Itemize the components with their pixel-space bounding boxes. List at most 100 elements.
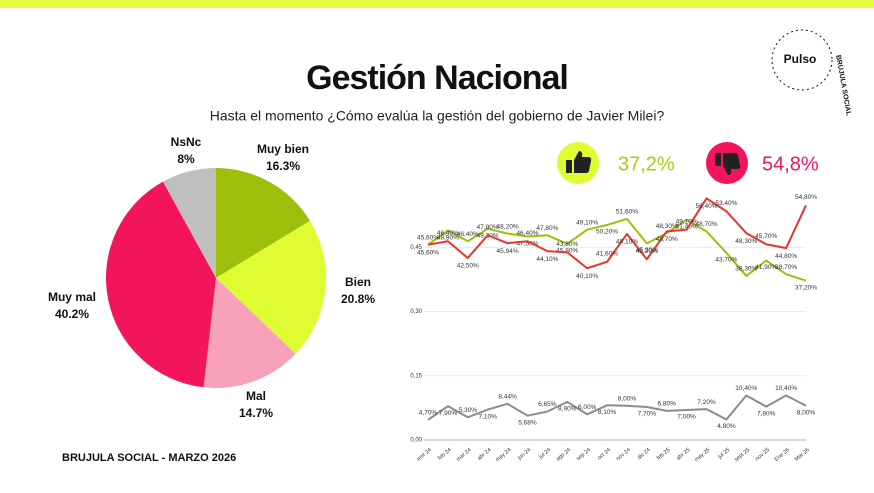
x-tick-label: Mar 26 bbox=[794, 447, 811, 463]
data-label: 48,30% bbox=[735, 238, 757, 245]
footer: BRUJULA SOCIAL - MARZO 2026 bbox=[62, 452, 236, 464]
pie-label: NsNc bbox=[171, 135, 202, 149]
pie-label: Bien bbox=[345, 275, 371, 289]
data-label: 8,10% bbox=[598, 409, 617, 416]
data-label: 10,40% bbox=[735, 385, 757, 392]
data-label: 45,80% bbox=[556, 248, 578, 255]
x-tick-label: sept 25 bbox=[733, 447, 751, 463]
x-tick-label: feb 25 bbox=[656, 447, 672, 461]
data-label: 47,50% bbox=[516, 240, 538, 247]
data-label: 43,70% bbox=[715, 257, 737, 264]
data-label: 4,70% bbox=[419, 410, 438, 417]
data-label: 6,80% bbox=[658, 401, 677, 408]
data-label: 48,10% bbox=[616, 239, 638, 246]
data-label: 4,80% bbox=[717, 423, 736, 430]
pie-slice bbox=[163, 168, 216, 278]
data-label: 8,00% bbox=[797, 409, 816, 416]
x-tick-label: may 25 bbox=[694, 447, 712, 463]
x-tick-label: feb 24 bbox=[437, 447, 453, 461]
data-label: 37,20% bbox=[795, 284, 817, 291]
pie-value-label: 16.3% bbox=[266, 159, 300, 173]
line-chart: 0,00 0,15 0,30 0,45 ene 24 feb 24 mar 24 abr 24… bbox=[410, 194, 817, 463]
data-label: 48,70% bbox=[696, 221, 718, 228]
y-tick-label: 0,30 bbox=[410, 309, 422, 315]
x-tick-label: jul 25 bbox=[717, 447, 732, 461]
logo-ring-text: BRUJULA SOCIAL bbox=[834, 54, 852, 117]
data-label: 45,90% bbox=[636, 247, 658, 254]
top-bar bbox=[0, 0, 874, 8]
pie-slice bbox=[106, 181, 216, 388]
pie-slice bbox=[216, 220, 327, 354]
indicator-disapprove: 54,8% bbox=[706, 142, 819, 184]
pie-label: Mal bbox=[246, 389, 266, 403]
data-label: 38,70% bbox=[775, 264, 797, 271]
series-line bbox=[427, 217, 807, 282]
data-label: 45,60% bbox=[417, 234, 439, 241]
data-label: 6,65% bbox=[538, 401, 557, 408]
data-label: 48,20% bbox=[497, 223, 519, 230]
pie-slice bbox=[216, 168, 310, 278]
x-tick-label: Ene 26 bbox=[774, 447, 791, 463]
pie-chart: Muy bien 16.3% Bien 20.8% Mal 14.7% Muy mal 40.… bbox=[48, 135, 375, 420]
data-label: 7,00% bbox=[677, 414, 696, 421]
data-label: 5,68% bbox=[518, 419, 537, 426]
data-label: 48,70% bbox=[656, 236, 678, 243]
series-line bbox=[427, 394, 807, 421]
data-label: 44,80% bbox=[775, 253, 797, 260]
x-tick-label: abr 25 bbox=[676, 447, 692, 462]
data-label: 48,90% bbox=[437, 234, 459, 241]
x-tick-label: mar 24 bbox=[456, 447, 473, 463]
data-label: 5,30% bbox=[459, 407, 478, 414]
pie-value-label: 14.7% bbox=[239, 406, 273, 420]
data-label: 53,40% bbox=[715, 200, 737, 207]
logo-brand: Pulso bbox=[784, 52, 817, 66]
x-tick-label: nov 25 bbox=[754, 447, 771, 462]
logo-ring bbox=[771, 29, 833, 91]
x-tick-label: nov 24 bbox=[615, 447, 632, 462]
data-label: 7,80% bbox=[757, 410, 776, 417]
data-label: 48,30% bbox=[656, 223, 678, 230]
data-label: 40,10% bbox=[576, 273, 598, 280]
data-label: 45,94% bbox=[497, 248, 519, 255]
data-label: 38,30% bbox=[735, 266, 757, 273]
data-label: 41,90% bbox=[755, 264, 777, 271]
pie-value-label: 40.2% bbox=[55, 307, 89, 321]
data-label: 7,10% bbox=[478, 413, 497, 420]
x-tick-label: jun 24 bbox=[516, 447, 532, 462]
data-label: 43,80% bbox=[556, 241, 578, 248]
data-label: 47,80% bbox=[536, 225, 558, 232]
logo: Pulso BRUJULA SOCIAL bbox=[771, 29, 852, 117]
data-label: 41,60% bbox=[596, 251, 618, 258]
data-label: 7,20% bbox=[697, 399, 716, 406]
thumb-up bbox=[566, 151, 592, 173]
data-label: 6,00% bbox=[578, 404, 597, 411]
x-tick-label: may 24 bbox=[495, 447, 513, 463]
data-label: 7,70% bbox=[638, 411, 657, 418]
pie-value-label: 20.8% bbox=[341, 292, 375, 306]
data-label: 56,40% bbox=[696, 203, 718, 210]
data-label: 49,10% bbox=[676, 218, 698, 225]
pie-label: Muy mal bbox=[48, 290, 96, 304]
data-label: 46,40% bbox=[437, 230, 459, 237]
pie-value-label: 8% bbox=[177, 152, 195, 166]
x-tick-label: oct 24 bbox=[597, 447, 612, 461]
data-label: 46,40% bbox=[457, 231, 479, 238]
pie-slice bbox=[203, 278, 296, 388]
x-tick-label: abr 24 bbox=[477, 447, 493, 462]
data-label: 42,20% bbox=[636, 248, 658, 255]
title: Gestión Nacional bbox=[306, 59, 568, 97]
data-label: 45,60% bbox=[417, 249, 439, 256]
x-tick-label: sep 24 bbox=[575, 447, 592, 462]
data-label: 49,10% bbox=[576, 219, 598, 226]
approve-value: 37,2% bbox=[618, 153, 675, 175]
data-label: 8,44% bbox=[498, 394, 517, 401]
disapprove-value: 54,8% bbox=[762, 153, 819, 175]
data-label: 8,00% bbox=[618, 395, 637, 402]
x-tick-label: jul 24 bbox=[537, 447, 552, 461]
data-label: 44,10% bbox=[536, 256, 558, 263]
x-tick-label: dic 24 bbox=[637, 447, 652, 461]
data-label: 42,50% bbox=[457, 263, 479, 270]
x-tick-label: ago 24 bbox=[555, 447, 572, 462]
